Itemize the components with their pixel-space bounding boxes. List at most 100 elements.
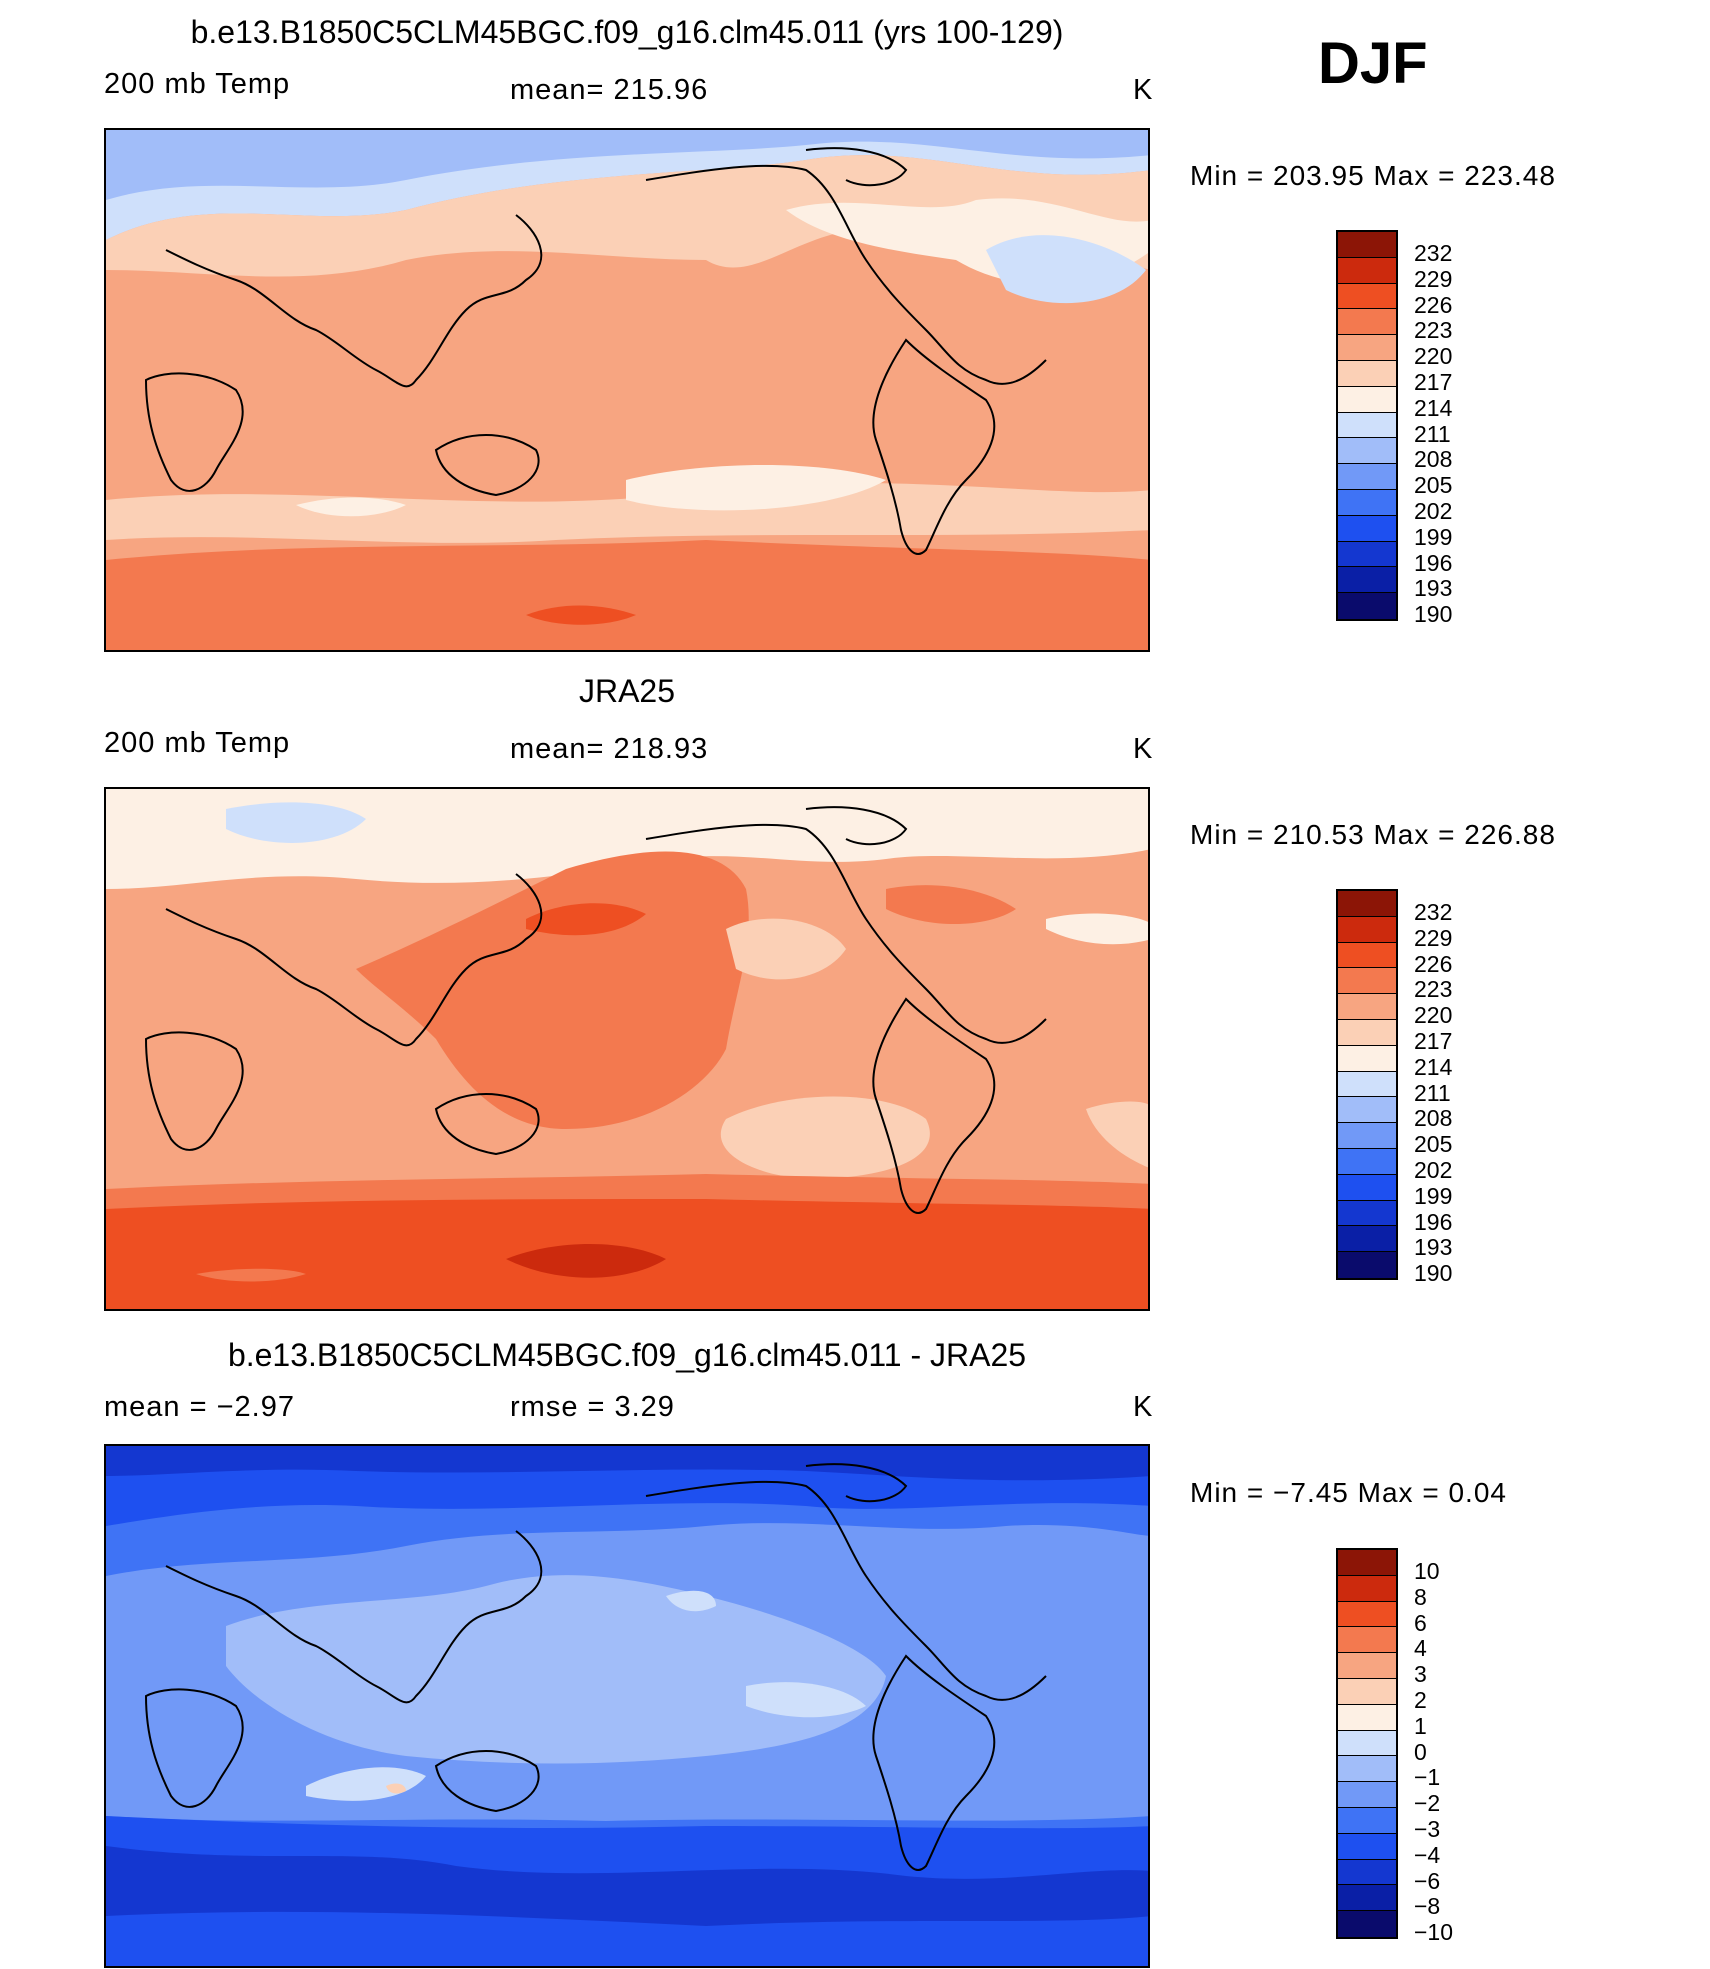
colorbar-swatch — [1338, 1045, 1396, 1072]
colorbar-swatch — [1338, 1704, 1396, 1731]
colorbar-tick: 205 — [1414, 472, 1453, 499]
panel-2-map — [104, 787, 1150, 1311]
panel-3-rmse-label: rmse = 3.29 — [510, 1391, 675, 1423]
colorbar-swatch — [1338, 916, 1396, 943]
colorbar-swatch — [1338, 309, 1396, 336]
colorbar-swatch — [1338, 1575, 1396, 1602]
colorbar-tick: 193 — [1414, 575, 1453, 602]
colorbar-swatch — [1338, 1833, 1396, 1860]
panel-2-minmax-label: Min = 210.53 Max = 226.88 — [1190, 819, 1556, 850]
colorbar-swatch — [1338, 1653, 1396, 1679]
colorbar-swatch — [1338, 567, 1396, 594]
colorbar-swatch — [1338, 1148, 1396, 1175]
colorbar-swatch — [1338, 489, 1396, 516]
colorbar-tick: 232 — [1414, 240, 1453, 266]
colorbar-tick: 217 — [1414, 1027, 1453, 1054]
colorbar-tick: 8 — [1414, 1583, 1427, 1610]
colorbar-tick: −3 — [1414, 1815, 1441, 1842]
colorbar-swatch — [1338, 1123, 1396, 1149]
colorbar-swatch — [1338, 1226, 1396, 1253]
panel-1-minmax-label: Min = 203.95 Max = 223.48 — [1190, 160, 1556, 191]
colorbar-tick: 208 — [1414, 1105, 1453, 1132]
colorbar-swatch — [1338, 1782, 1396, 1808]
panel-2-units-label: K — [1133, 733, 1154, 765]
colorbar-tick: −10 — [1414, 1919, 1454, 1946]
panel-1-colorbar-labels: 232 229 226 223 220 217 214 211 208 205 … — [1414, 240, 1453, 628]
colorbar-swatch — [1338, 593, 1396, 619]
colorbar-tick: 3 — [1414, 1661, 1427, 1688]
colorbar-swatch — [1338, 1601, 1396, 1628]
season-label: DJF — [1318, 31, 1428, 96]
colorbar-swatch — [1338, 968, 1396, 995]
colorbar-swatch — [1338, 1859, 1396, 1886]
colorbar-swatch — [1338, 1071, 1396, 1098]
colorbar-swatch — [1338, 1730, 1396, 1757]
panel-1-variable-label: 200 mb Temp — [104, 68, 291, 100]
colorbar-swatch — [1338, 515, 1396, 542]
colorbar-tick: 193 — [1414, 1234, 1453, 1261]
panel-1-colorbar — [1336, 230, 1398, 621]
colorbar-swatch — [1338, 438, 1396, 465]
colorbar-tick: 223 — [1414, 317, 1453, 344]
colorbar-swatch — [1338, 360, 1396, 387]
colorbar-tick: −1 — [1414, 1764, 1441, 1791]
colorbar-tick: 205 — [1414, 1131, 1453, 1158]
colorbar-swatch — [1338, 1019, 1396, 1046]
colorbar-swatch — [1338, 464, 1396, 490]
panel-1-map — [104, 128, 1150, 652]
colorbar-swatch — [1338, 541, 1396, 568]
colorbar-swatch — [1338, 412, 1396, 439]
colorbar-tick: 226 — [1414, 291, 1453, 318]
colorbar-tick: 202 — [1414, 497, 1453, 524]
colorbar-swatch — [1338, 1097, 1396, 1124]
colorbar-swatch — [1338, 335, 1396, 361]
colorbar-tick: 190 — [1414, 1260, 1453, 1287]
panel-3-colorbar-labels: 10 8 6 4 3 2 1 0 −1 −2 −3 −4 −6 −8 −10 — [1414, 1558, 1454, 1946]
panel-2-title: JRA25 — [578, 673, 676, 709]
colorbar-swatch — [1338, 283, 1396, 310]
colorbar-tick: 223 — [1414, 976, 1453, 1003]
colorbar-swatch — [1338, 891, 1396, 917]
colorbar-tick: 211 — [1414, 420, 1451, 447]
colorbar-tick: 232 — [1414, 899, 1453, 925]
panel-1-mean-label: mean= 215.96 — [510, 74, 709, 106]
colorbar-swatch — [1338, 994, 1396, 1020]
colorbar-swatch — [1338, 1550, 1396, 1576]
colorbar-tick: 196 — [1414, 1208, 1453, 1235]
colorbar-tick: −4 — [1414, 1841, 1441, 1868]
colorbar-swatch — [1338, 1911, 1396, 1937]
panel-2-colorbar — [1336, 889, 1398, 1280]
colorbar-tick: 6 — [1414, 1609, 1427, 1636]
colorbar-tick: −2 — [1414, 1790, 1441, 1817]
colorbar-tick: 229 — [1414, 265, 1453, 292]
colorbar-tick: 214 — [1414, 394, 1453, 421]
colorbar-tick: −8 — [1414, 1893, 1441, 1920]
colorbar-tick: 2 — [1414, 1686, 1427, 1713]
colorbar-swatch — [1338, 1252, 1396, 1278]
panel-2-mean-label: mean= 218.93 — [510, 733, 709, 765]
panel-3-mean-label: mean = −2.97 — [104, 1391, 295, 1423]
panel-3-colorbar — [1336, 1548, 1398, 1939]
panel-1-units-label: K — [1133, 74, 1154, 106]
colorbar-tick: 226 — [1414, 950, 1453, 977]
panel-3-title: b.e13.B1850C5CLM45BGC.f09_g16.clm45.011 … — [227, 1337, 1027, 1373]
panel-3-units-label: K — [1133, 1391, 1154, 1423]
colorbar-swatch — [1338, 1756, 1396, 1783]
colorbar-tick: 220 — [1414, 343, 1453, 370]
colorbar-tick: 1 — [1414, 1712, 1427, 1739]
colorbar-swatch — [1338, 1885, 1396, 1912]
colorbar-tick: 208 — [1414, 446, 1453, 473]
colorbar-swatch — [1338, 1627, 1396, 1654]
colorbar-tick: 211 — [1414, 1079, 1451, 1106]
colorbar-tick: −6 — [1414, 1867, 1441, 1894]
colorbar-tick: 199 — [1414, 523, 1453, 550]
colorbar-tick: 196 — [1414, 549, 1453, 576]
panel-2-colorbar-labels: 232 229 226 223 220 217 214 211 208 205 … — [1414, 899, 1453, 1287]
colorbar-swatch — [1338, 386, 1396, 413]
colorbar-tick: 190 — [1414, 601, 1453, 628]
colorbar-tick: 0 — [1414, 1738, 1427, 1765]
colorbar-swatch — [1338, 942, 1396, 969]
colorbar-swatch — [1338, 257, 1396, 284]
colorbar-swatch — [1338, 1174, 1396, 1201]
panel-2-variable-label: 200 mb Temp — [104, 727, 291, 759]
